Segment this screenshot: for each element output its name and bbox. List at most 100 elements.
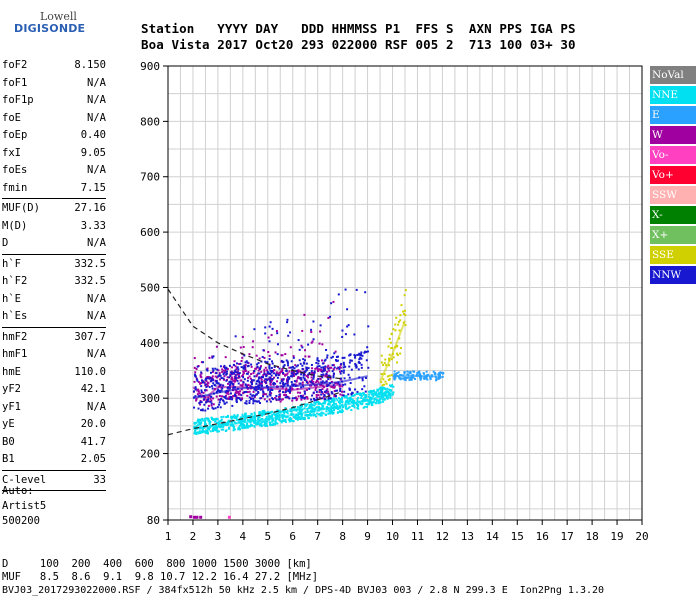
echo-point xyxy=(383,397,386,400)
echo-point xyxy=(234,391,237,394)
echo-point xyxy=(325,372,328,375)
echo-point xyxy=(433,372,436,375)
echo-point xyxy=(305,395,308,398)
echo-point xyxy=(260,382,263,385)
y-tick-label: 300 xyxy=(140,392,160,405)
model-curve xyxy=(167,288,343,380)
echo-point xyxy=(221,387,224,390)
echo-point xyxy=(343,377,346,380)
echo-point xyxy=(194,375,197,378)
echo-point xyxy=(243,367,246,370)
echo-point xyxy=(261,380,264,383)
echo-point xyxy=(228,420,231,423)
param-row: yE 20.0 xyxy=(2,416,106,434)
echo-point xyxy=(408,378,411,381)
echo-point xyxy=(306,407,309,410)
echo-point xyxy=(307,417,310,420)
echo-point xyxy=(301,364,304,367)
echo-point xyxy=(365,359,368,362)
echo-point xyxy=(378,401,381,404)
echo-point xyxy=(332,401,335,404)
echo-point xyxy=(341,329,344,332)
echo-point xyxy=(199,374,202,377)
echo-point xyxy=(285,359,288,362)
echo-point xyxy=(269,378,272,381)
echo-point xyxy=(393,376,396,379)
echo-point xyxy=(311,394,314,397)
echo-point xyxy=(425,377,428,380)
echo-point xyxy=(243,391,246,394)
echo-point xyxy=(271,423,274,426)
echo-point xyxy=(258,384,261,387)
echo-point xyxy=(369,389,372,392)
echo-point xyxy=(337,366,340,369)
echo-point xyxy=(294,414,297,417)
echo-point xyxy=(271,414,274,417)
echo-point xyxy=(350,398,353,401)
echo-point xyxy=(267,388,270,391)
echo-point xyxy=(329,409,332,412)
echo-point xyxy=(322,366,325,369)
echo-point xyxy=(225,401,228,404)
echo-point xyxy=(309,412,312,415)
y-tick-label: 800 xyxy=(140,115,160,128)
echo-point xyxy=(205,429,208,432)
echo-point xyxy=(380,386,383,389)
echo-point xyxy=(218,372,221,375)
echo-point xyxy=(237,427,240,430)
echo-point xyxy=(330,405,333,408)
echo-point xyxy=(234,369,237,372)
echo-point xyxy=(331,355,334,358)
echo-point xyxy=(291,370,294,373)
echo-point xyxy=(307,355,310,358)
echo-point xyxy=(298,410,301,413)
echo-point xyxy=(257,391,260,394)
echo-point xyxy=(253,413,256,416)
echo-point xyxy=(284,421,287,424)
echo-point xyxy=(356,398,359,401)
param-label: yF1 xyxy=(2,400,21,413)
legend-item-vo-plus: Vo+ xyxy=(650,166,696,184)
echo-point xyxy=(208,426,211,429)
echo-point xyxy=(292,356,295,359)
echo-point xyxy=(244,414,247,417)
echo-point xyxy=(294,364,297,367)
echo-point xyxy=(224,356,227,359)
echo-point xyxy=(282,371,285,374)
echo-point xyxy=(233,425,236,428)
echo-point xyxy=(332,386,335,389)
echo-point xyxy=(348,406,351,409)
echo-point xyxy=(310,330,313,333)
echo-point xyxy=(330,356,333,359)
echo-point xyxy=(303,390,306,393)
echo-point xyxy=(253,394,256,397)
echo-point xyxy=(396,354,399,357)
echo-point xyxy=(269,390,272,393)
echo-point xyxy=(308,380,311,383)
echo-point xyxy=(303,362,306,365)
y-tick-label: 400 xyxy=(140,337,160,350)
echo-point xyxy=(197,381,200,384)
echo-point xyxy=(271,397,274,400)
echo-point xyxy=(313,399,316,402)
echo-point xyxy=(226,387,229,390)
echo-point xyxy=(260,423,263,426)
echo-point xyxy=(354,356,357,359)
echo-point xyxy=(294,396,297,399)
param-label: foF1 xyxy=(2,76,28,89)
legend: NoVal NNE E W Vo- Vo+ SSW X- X+ SSE NNW xyxy=(650,66,696,286)
echo-point xyxy=(193,432,196,435)
echo-point xyxy=(216,421,219,424)
echo-point xyxy=(292,374,295,377)
echo-point xyxy=(331,397,334,400)
echo-point xyxy=(222,415,225,418)
echo-point xyxy=(243,354,246,357)
echo-point xyxy=(404,289,407,292)
echo-point xyxy=(194,371,197,374)
echo-point xyxy=(237,382,240,385)
divider xyxy=(2,198,106,200)
echo-point xyxy=(278,418,281,421)
echo-point xyxy=(241,356,244,359)
echo-point xyxy=(253,388,256,391)
echo-point xyxy=(241,415,244,418)
